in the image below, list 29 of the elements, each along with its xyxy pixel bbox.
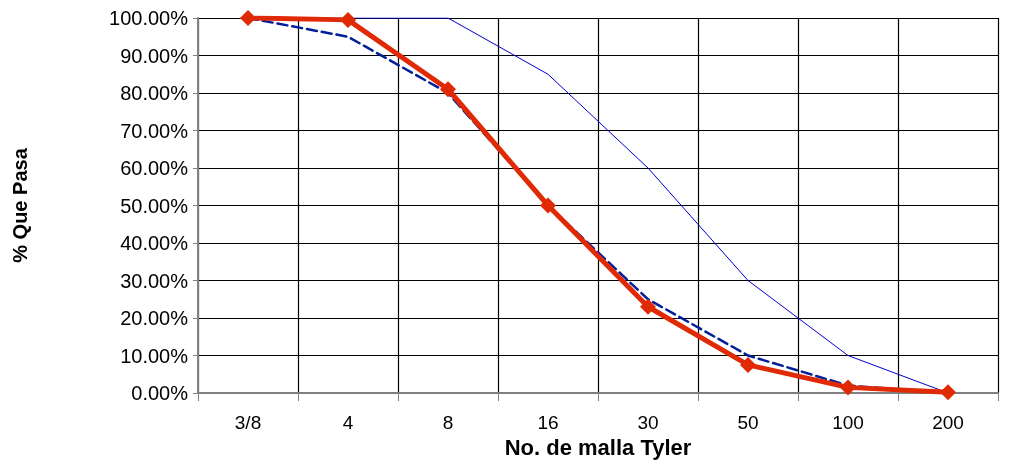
point (540, 197, 556, 214)
x-tick-label: 8 (442, 412, 454, 433)
x-tick-label: 100 (832, 412, 864, 433)
y-tick-label: 60.00% (120, 157, 189, 179)
x-tick-label: 200 (932, 412, 964, 433)
y-tick-label: 0.00% (131, 382, 189, 404)
point (740, 356, 756, 373)
y-tick-label: 40.00% (120, 232, 189, 254)
x-tick-label: 50 (737, 412, 759, 433)
y-tick-label: 100.00% (109, 7, 189, 29)
y-tick-label: 70.00% (120, 119, 189, 142)
point (440, 81, 456, 98)
y-tick-label: 10.00% (120, 344, 189, 367)
y-tick-label: 20.00% (120, 307, 189, 329)
point (940, 384, 956, 401)
y-tick-label: 30.00% (120, 269, 189, 292)
y-tick-label: 80.00% (120, 82, 189, 104)
x-tick-label: 30 (637, 412, 659, 433)
x-tick-label: 4 (342, 412, 354, 433)
point (640, 298, 656, 315)
x-tick-label: 3/8 (234, 412, 262, 433)
point (840, 379, 856, 396)
y-axis-title: % Que Pasa (9, 147, 31, 263)
x-axis-title: No. de malla Tyler (504, 435, 692, 461)
x-tick-label: 16 (537, 412, 559, 433)
y-tick-label: 50.00% (120, 194, 189, 217)
point (340, 11, 356, 28)
y-tick-label: 90.00% (120, 44, 189, 67)
point (240, 10, 256, 26)
